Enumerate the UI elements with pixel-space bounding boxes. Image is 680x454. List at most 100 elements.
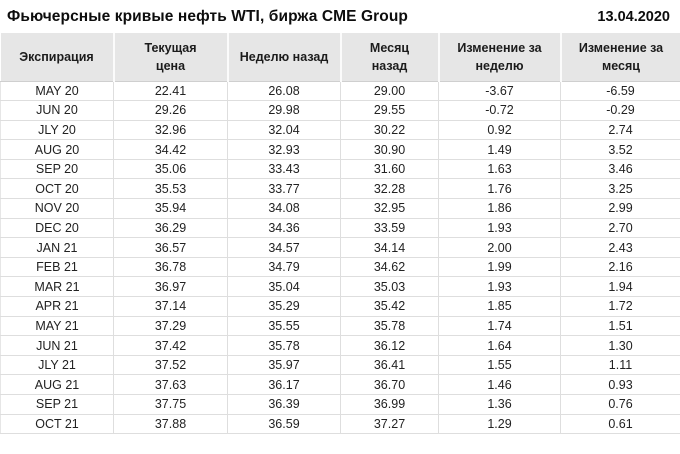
value-cell: 1.76 — [438, 178, 561, 200]
report-date: 13.04.2020 — [597, 8, 670, 25]
value-cell: 36.78 — [113, 256, 228, 278]
column-header-5: Изменение за месяц — [559, 33, 680, 82]
value-cell: 37.52 — [113, 354, 228, 376]
value-cell: 34.08 — [227, 198, 341, 219]
value-cell: 1.93 — [438, 276, 561, 298]
value-cell: 34.14 — [340, 237, 439, 258]
expiration-cell: SEP 20 — [0, 158, 114, 180]
column-header-3: Месяц назад — [339, 33, 439, 82]
value-cell: 26.08 — [227, 80, 341, 102]
value-cell: 2.00 — [438, 237, 561, 258]
value-cell: 36.29 — [113, 217, 228, 239]
expiration-cell: MAY 21 — [0, 315, 114, 337]
value-cell: -6.59 — [560, 80, 680, 102]
expiration-cell: FEB 21 — [0, 256, 114, 278]
table-row: FEB 21 36.78 34.79 34.62 1.99 2.16 — [0, 256, 680, 278]
value-cell: 29.00 — [340, 80, 439, 102]
value-cell: 1.63 — [438, 158, 561, 180]
value-cell: 1.55 — [438, 354, 561, 376]
expiration-cell: JAN 21 — [0, 237, 114, 258]
table-row: NOV 20 35.94 34.08 32.95 1.86 2.99 — [0, 198, 680, 219]
value-cell: 35.78 — [340, 315, 439, 337]
table-row: JLY 20 32.96 32.04 30.22 0.92 2.74 — [0, 119, 680, 141]
value-cell: 36.39 — [227, 394, 341, 415]
value-cell: 35.42 — [340, 296, 439, 317]
expiration-cell: JLY 21 — [0, 354, 114, 376]
expiration-cell: AUG 20 — [0, 139, 114, 160]
table-row: SEP 20 35.06 33.43 31.60 1.63 3.46 — [0, 158, 680, 180]
value-cell: 3.46 — [560, 158, 680, 180]
value-cell: 36.41 — [340, 354, 439, 376]
column-header-4: Изменение за неделю — [437, 33, 561, 82]
value-cell: 37.42 — [113, 335, 228, 356]
value-cell: 0.61 — [560, 413, 680, 435]
value-cell: 2.16 — [560, 256, 680, 278]
table-row: MAR 21 36.97 35.04 35.03 1.93 1.94 — [0, 276, 680, 298]
table-row: AUG 20 34.42 32.93 30.90 1.49 3.52 — [0, 139, 680, 160]
table-row: JUN 20 29.26 29.98 29.55 -0.72 -0.29 — [0, 100, 680, 121]
value-cell: 36.57 — [113, 237, 228, 258]
value-cell: 1.49 — [438, 139, 561, 160]
value-cell: -0.29 — [560, 100, 680, 121]
expiration-cell: OCT 20 — [0, 178, 114, 200]
value-cell: 34.79 — [227, 256, 341, 278]
value-cell: 33.43 — [227, 158, 341, 180]
table-row: OCT 21 37.88 36.59 37.27 1.29 0.61 — [0, 413, 680, 435]
value-cell: 35.55 — [227, 315, 341, 337]
value-cell: 0.76 — [560, 394, 680, 415]
value-cell: 1.72 — [560, 296, 680, 317]
expiration-cell: MAY 20 — [0, 80, 114, 102]
value-cell: 34.42 — [113, 139, 228, 160]
value-cell: 1.86 — [438, 198, 561, 219]
column-header-2: Неделю назад — [226, 33, 341, 82]
table-body: MAY 20 22.41 26.08 29.00 -3.67 -6.59 JUN 20 29.… — [0, 80, 680, 435]
value-cell: 0.92 — [438, 119, 561, 141]
value-cell: 3.52 — [560, 139, 680, 160]
value-cell: 2.70 — [560, 217, 680, 239]
value-cell: 1.85 — [438, 296, 561, 317]
expiration-cell: SEP 21 — [0, 394, 114, 415]
value-cell: 1.36 — [438, 394, 561, 415]
table-row: JUN 21 37.42 35.78 36.12 1.64 1.30 — [0, 335, 680, 356]
value-cell: 37.75 — [113, 394, 228, 415]
column-header-0: Экспирация — [0, 33, 114, 82]
expiration-cell: DEC 20 — [0, 217, 114, 239]
value-cell: 35.53 — [113, 178, 228, 200]
expiration-cell: APR 21 — [0, 296, 114, 317]
value-cell: 37.88 — [113, 413, 228, 435]
expiration-cell: AUG 21 — [0, 374, 114, 395]
value-cell: 33.59 — [340, 217, 439, 239]
value-cell: 36.12 — [340, 335, 439, 356]
header-row: Экспирация Текущая цена Неделю назад Месяц … — [0, 33, 680, 82]
value-cell: 35.04 — [227, 276, 341, 298]
table-row: OCT 20 35.53 33.77 32.28 1.76 3.25 — [0, 178, 680, 200]
title-bar: Фьючерсные кривые нефть WTI, биржа CME G… — [0, 0, 680, 33]
value-cell: 37.63 — [113, 374, 228, 395]
table-row: MAY 21 37.29 35.55 35.78 1.74 1.51 — [0, 315, 680, 337]
value-cell: 37.14 — [113, 296, 228, 317]
table-title: Фьючерсные кривые нефть WTI, биржа CME G… — [7, 7, 408, 25]
value-cell: 1.51 — [560, 315, 680, 337]
futures-table: Экспирация Текущая цена Неделю назад Месяц … — [0, 33, 680, 435]
value-cell: 29.55 — [340, 100, 439, 121]
expiration-cell: JUN 21 — [0, 335, 114, 356]
value-cell: 2.43 — [560, 237, 680, 258]
value-cell: 36.17 — [227, 374, 341, 395]
value-cell: 1.93 — [438, 217, 561, 239]
value-cell: 35.06 — [113, 158, 228, 180]
value-cell: 34.36 — [227, 217, 341, 239]
value-cell: -3.67 — [438, 80, 561, 102]
value-cell: 35.29 — [227, 296, 341, 317]
value-cell: 2.74 — [560, 119, 680, 141]
table-row: JAN 21 36.57 34.57 34.14 2.00 2.43 — [0, 237, 680, 258]
value-cell: 1.11 — [560, 354, 680, 376]
value-cell: 35.94 — [113, 198, 228, 219]
column-header-1: Текущая цена — [112, 33, 228, 82]
value-cell: 22.41 — [113, 80, 228, 102]
value-cell: 35.78 — [227, 335, 341, 356]
value-cell: 32.28 — [340, 178, 439, 200]
value-cell: 34.57 — [227, 237, 341, 258]
value-cell: 1.46 — [438, 374, 561, 395]
table-row: DEC 20 36.29 34.36 33.59 1.93 2.70 — [0, 217, 680, 239]
expiration-cell: OCT 21 — [0, 413, 114, 435]
